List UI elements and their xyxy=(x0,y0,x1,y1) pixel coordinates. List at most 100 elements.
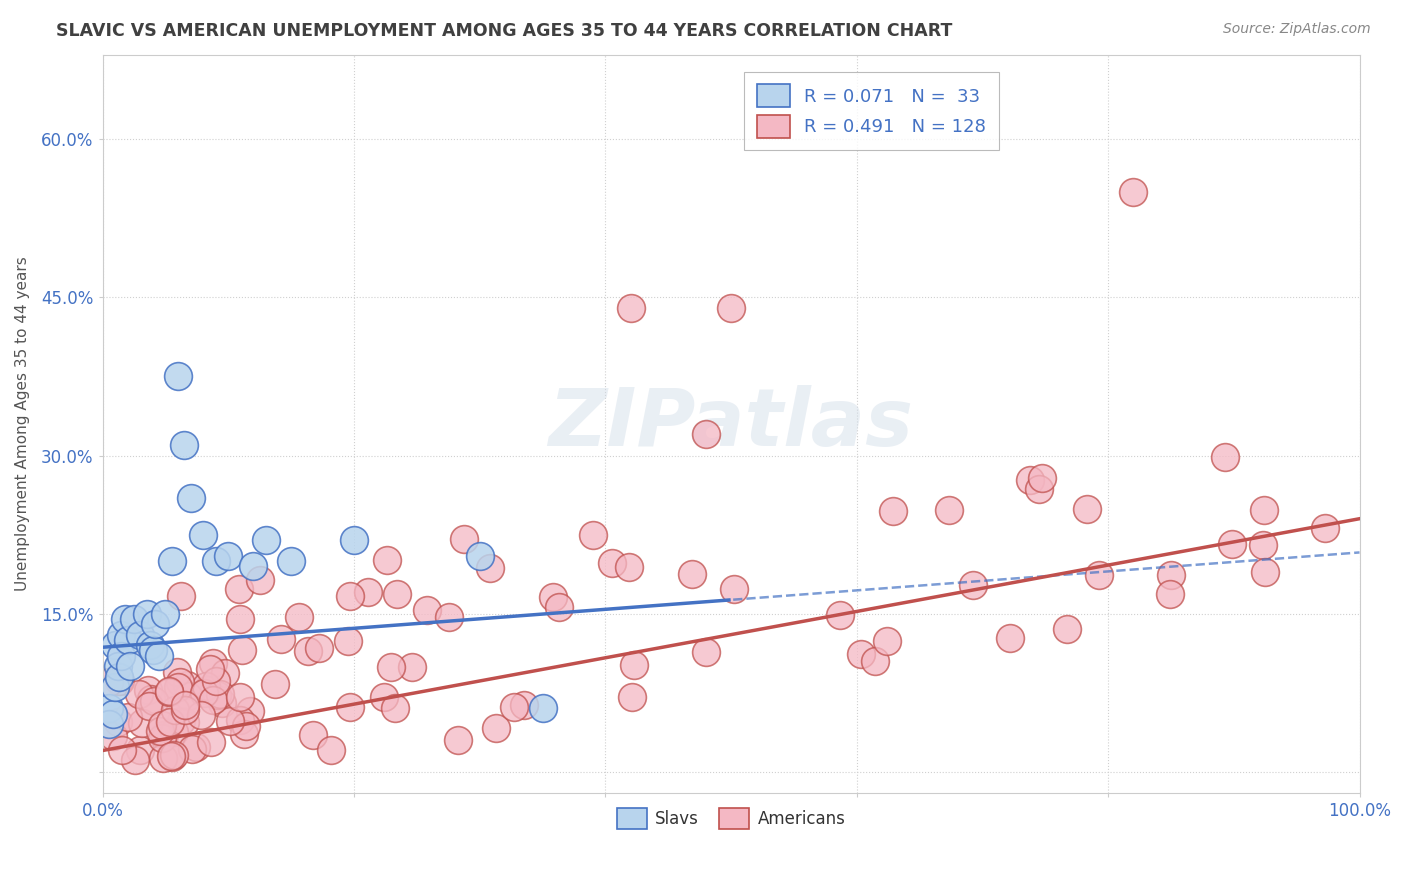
Point xyxy=(385,587,408,601)
Point xyxy=(142,643,165,657)
Point xyxy=(198,663,221,677)
Point xyxy=(170,589,193,603)
Point xyxy=(139,691,162,706)
Point xyxy=(882,504,904,518)
Point xyxy=(184,740,207,755)
Point xyxy=(165,704,187,718)
Point xyxy=(190,708,212,723)
Point xyxy=(998,631,1021,645)
Point xyxy=(101,706,124,721)
Point xyxy=(1087,567,1109,582)
Point xyxy=(107,659,129,673)
Point xyxy=(623,657,645,672)
Point xyxy=(108,674,131,689)
Point xyxy=(380,660,402,674)
Point xyxy=(160,554,183,568)
Point xyxy=(117,632,139,647)
Point xyxy=(254,533,277,547)
Point xyxy=(228,582,250,597)
Point xyxy=(1253,566,1275,580)
Point xyxy=(104,681,127,695)
Text: Source: ZipAtlas.com: Source: ZipAtlas.com xyxy=(1223,22,1371,37)
Point xyxy=(339,700,361,714)
Point xyxy=(231,642,253,657)
Point xyxy=(617,559,640,574)
Point xyxy=(416,602,439,616)
Y-axis label: Unemployment Among Ages 35 to 44 years: Unemployment Among Ages 35 to 44 years xyxy=(15,257,30,591)
Point xyxy=(195,683,218,698)
Point xyxy=(581,527,603,541)
Point xyxy=(180,741,202,756)
Point xyxy=(720,301,742,315)
Point xyxy=(177,689,200,703)
Text: SLAVIC VS AMERICAN UNEMPLOYMENT AMONG AGES 35 TO 44 YEARS CORRELATION CHART: SLAVIC VS AMERICAN UNEMPLOYMENT AMONG AG… xyxy=(56,22,953,40)
Point xyxy=(173,438,195,452)
Point xyxy=(863,654,886,668)
Point xyxy=(167,369,190,384)
Point xyxy=(600,556,623,570)
Point xyxy=(446,733,468,747)
Point xyxy=(235,719,257,733)
Point xyxy=(695,645,717,659)
Point xyxy=(97,717,120,731)
Point xyxy=(1018,473,1040,487)
Point xyxy=(108,670,131,684)
Point xyxy=(155,607,177,621)
Point xyxy=(207,689,229,703)
Point xyxy=(170,714,193,729)
Point xyxy=(214,665,236,680)
Point xyxy=(163,725,186,739)
Point xyxy=(249,573,271,587)
Point xyxy=(1253,503,1275,517)
Point xyxy=(468,549,491,563)
Point xyxy=(1056,622,1078,636)
Point xyxy=(150,731,173,745)
Point xyxy=(938,503,960,517)
Point xyxy=(453,532,475,546)
Point xyxy=(876,634,898,648)
Point xyxy=(157,684,180,698)
Point xyxy=(180,491,202,505)
Point xyxy=(239,704,262,718)
Point xyxy=(194,679,217,693)
Point xyxy=(166,665,188,679)
Point xyxy=(375,553,398,567)
Point xyxy=(173,715,195,730)
Point xyxy=(849,648,872,662)
Point xyxy=(193,685,215,699)
Point xyxy=(145,617,167,632)
Point xyxy=(297,644,319,658)
Point xyxy=(159,714,181,729)
Point xyxy=(122,612,145,626)
Point xyxy=(98,674,121,689)
Point xyxy=(830,608,852,623)
Point xyxy=(167,680,190,694)
Point xyxy=(128,687,150,701)
Point xyxy=(117,710,139,724)
Point xyxy=(531,701,554,715)
Point xyxy=(176,678,198,692)
Point xyxy=(479,561,502,575)
Point xyxy=(138,698,160,713)
Point xyxy=(541,590,564,604)
Point xyxy=(131,716,153,731)
Point xyxy=(193,527,215,541)
Point xyxy=(336,634,359,648)
Point xyxy=(111,743,134,757)
Point xyxy=(485,721,508,735)
Point xyxy=(270,632,292,646)
Point xyxy=(108,673,131,688)
Point xyxy=(149,723,172,738)
Point xyxy=(1160,568,1182,582)
Point xyxy=(1251,538,1274,552)
Point xyxy=(384,701,406,715)
Point xyxy=(114,612,136,626)
Point xyxy=(229,713,252,727)
Point xyxy=(148,648,170,663)
Point xyxy=(157,685,180,699)
Point xyxy=(373,690,395,704)
Point xyxy=(503,700,526,714)
Point xyxy=(229,690,252,704)
Point xyxy=(264,677,287,691)
Point xyxy=(962,578,984,592)
